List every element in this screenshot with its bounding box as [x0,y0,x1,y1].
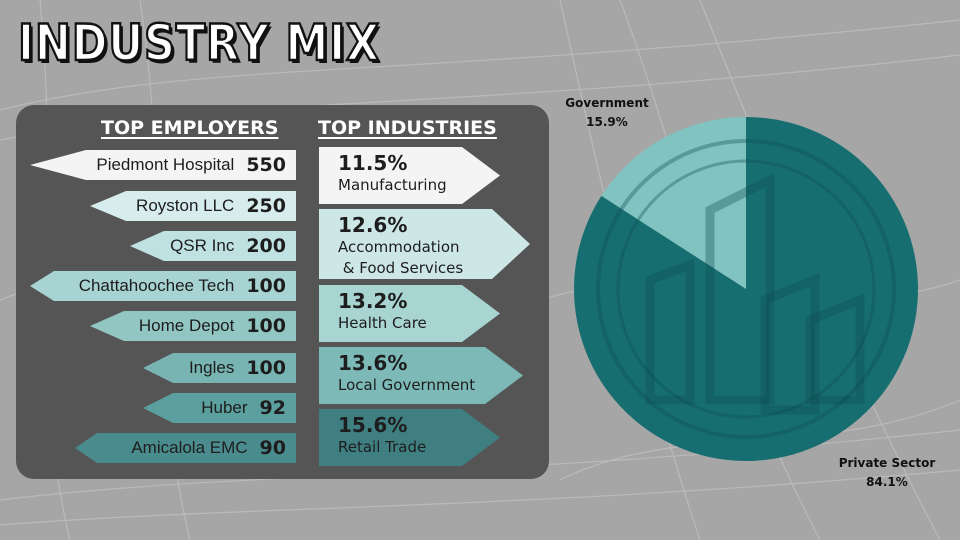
employer-name: Huber [201,398,248,417]
industry-name: Accommodation & Food Services [338,238,464,277]
employer-name: Home Depot [138,316,235,335]
employer-name: Royston LLC [136,196,235,215]
employer-name: QSR Inc [170,236,235,255]
pie-slice-private-sector [574,117,918,461]
employer-count: 550 [246,154,286,176]
industry-name: Retail Trade [338,438,427,456]
industry-percent: 13.6% [338,351,408,375]
industry-row: 13.6% Local Government [319,347,523,404]
industry-name: Local Government [338,376,476,394]
industry-name: Health Care [338,314,427,332]
page-title: INDUSTRY MIX [17,13,381,74]
employer-row: Royston LLC 250 [90,191,296,221]
employer-count: 90 [259,437,286,459]
pie-label-private-sector-name: Private Sector [838,456,936,470]
employer-row: Ingles 100 [143,353,296,383]
pie-label-private-sector: Private Sector 84.1% [832,454,942,492]
employer-name: Amicalola EMC [131,438,248,457]
industry-row: 15.6% Retail Trade [319,409,500,466]
top-employers-heading: TOP EMPLOYERS [101,117,279,139]
employer-name: Chattahoochee Tech [78,276,235,295]
industry-name: Manufacturing [338,176,447,194]
employer-count: 92 [259,397,286,419]
top-industries-heading: TOP INDUSTRIES [318,117,497,139]
employer-count: 100 [246,315,286,337]
employer-count: 100 [246,357,286,379]
employer-row: Amicalola EMC 90 [75,433,296,463]
industry-percent: 13.2% [338,289,408,313]
industry-row: 13.2% Health Care [319,285,500,342]
industry-percent: 15.6% [338,413,408,437]
employer-row: Home Depot 100 [90,311,296,341]
employer-count: 100 [246,275,286,297]
pie-label-government-value: 15.9% [586,115,628,129]
employer-row: Chattahoochee Tech 100 [30,271,296,301]
employer-name: Piedmont Hospital [96,155,235,174]
employer-row: Huber 92 [143,393,296,423]
sector-pie-chart [574,117,918,461]
employer-count: 200 [246,235,286,257]
industry-percent: 12.6% [338,213,408,237]
industry-percent: 11.5% [338,151,408,175]
pie-label-government-name: Government [565,96,649,110]
employer-row: Piedmont Hospital 550 [30,150,296,180]
employer-count: 250 [246,195,286,217]
pie-label-government: Government 15.9% [552,94,662,132]
industry-row: 12.6% Accommodation & Food Services [319,209,530,279]
pie-slice-government [601,117,746,289]
employer-name: Ingles [188,358,235,377]
buildings-icon [596,139,896,439]
pie-label-private-sector-value: 84.1% [866,475,908,489]
industry-row: 11.5% Manufacturing [319,147,500,204]
employer-row: QSR Inc 200 [130,231,296,261]
